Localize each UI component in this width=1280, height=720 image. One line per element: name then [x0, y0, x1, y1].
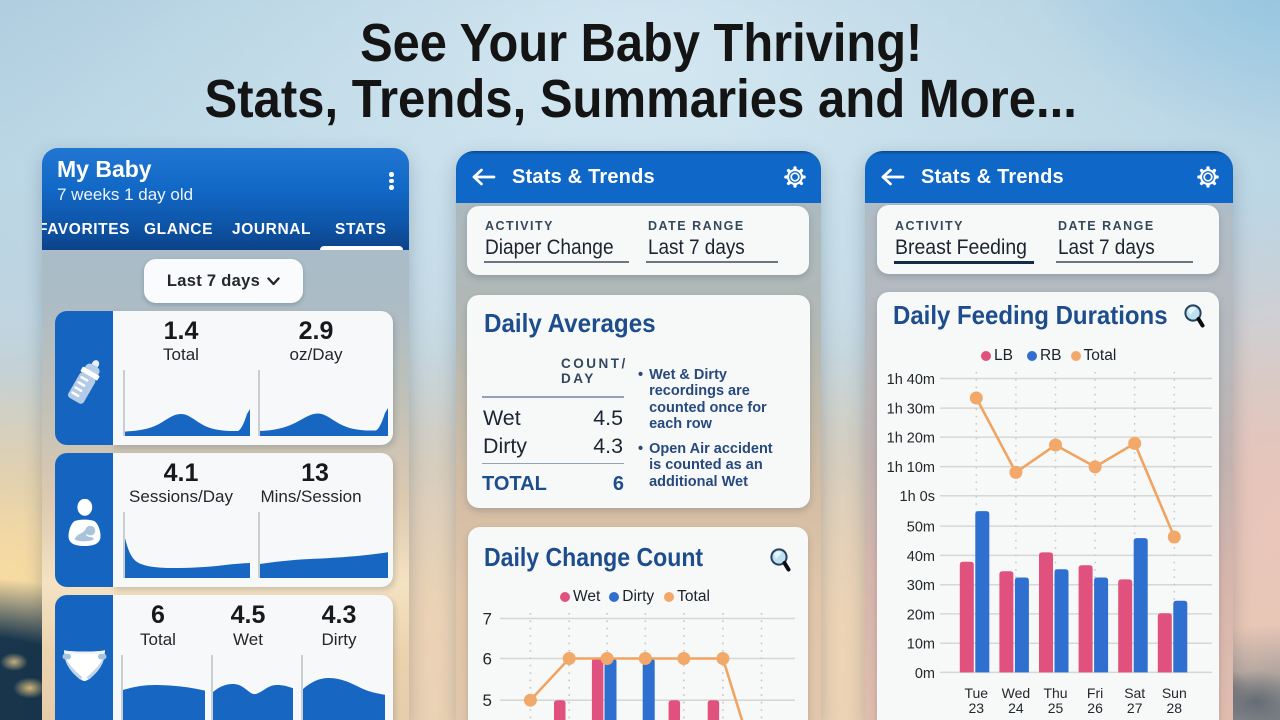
svg-text:Fri: Fri — [1087, 685, 1103, 701]
svg-text:Sat: Sat — [1124, 685, 1145, 701]
svg-text:7: 7 — [483, 610, 492, 629]
svg-text:10m: 10m — [907, 637, 935, 653]
svg-text:27: 27 — [1127, 700, 1143, 716]
svg-text:25: 25 — [1048, 700, 1064, 716]
svg-text:Sun: Sun — [1162, 685, 1187, 701]
svg-text:20m: 20m — [907, 607, 935, 623]
svg-text:5: 5 — [483, 691, 492, 710]
svg-text:1h 20m: 1h 20m — [887, 431, 935, 447]
svg-text:0m: 0m — [915, 666, 935, 682]
svg-text:23: 23 — [969, 700, 985, 716]
svg-text:30m: 30m — [907, 578, 935, 594]
svg-text:6: 6 — [483, 650, 492, 669]
svg-text:Tue: Tue — [964, 685, 988, 701]
svg-text:Thu: Thu — [1043, 685, 1067, 701]
svg-text:40m: 40m — [907, 549, 935, 565]
svg-text:50m: 50m — [907, 520, 935, 536]
svg-text:28: 28 — [1167, 700, 1183, 716]
svg-text:Wed: Wed — [1002, 685, 1031, 701]
svg-text:1h 40m: 1h 40m — [887, 372, 935, 388]
svg-text:1h 10m: 1h 10m — [887, 460, 935, 476]
svg-text:26: 26 — [1087, 700, 1103, 716]
svg-text:24: 24 — [1008, 700, 1024, 716]
svg-text:1h 0s: 1h 0s — [900, 489, 935, 505]
svg-text:1h 30m: 1h 30m — [887, 402, 935, 418]
